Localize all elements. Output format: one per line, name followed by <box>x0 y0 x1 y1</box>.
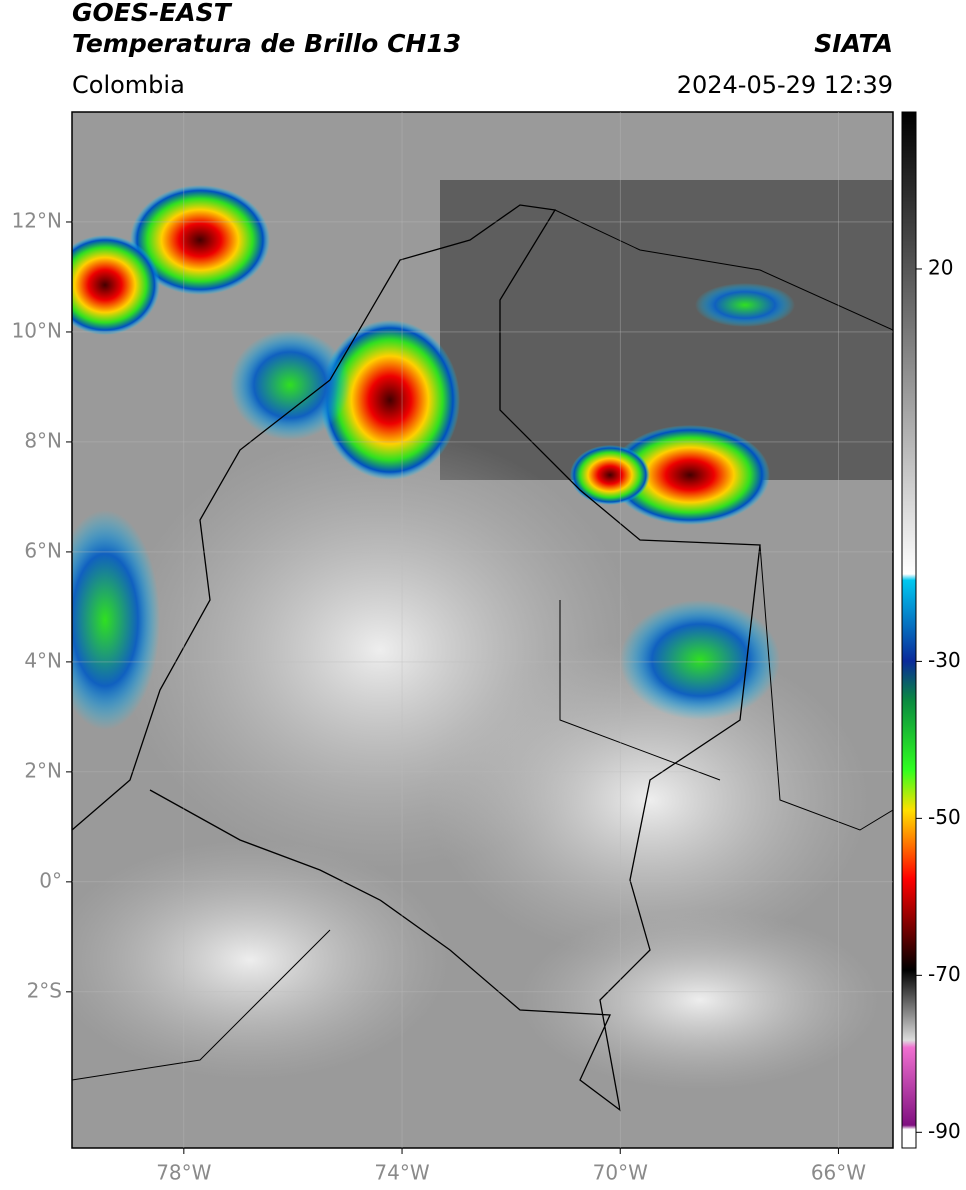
lon-tick-label: 74°W <box>374 1161 429 1185</box>
lon-tick-label: 78°W <box>156 1161 211 1185</box>
lat-tick-label: 6°N <box>24 538 62 562</box>
lat-tick-label: 12°N <box>12 208 62 232</box>
lat-tick-label: 10°N <box>12 318 62 342</box>
colorbar-tick-label: 20 <box>928 255 953 279</box>
lon-tick-label: 70°W <box>593 1161 648 1185</box>
colorbar-tick-label: -50 <box>928 805 961 829</box>
colorbar-tick-label: -90 <box>928 1119 961 1143</box>
region: Colombia <box>72 71 185 99</box>
map-frame <box>71 111 894 1149</box>
map-image <box>72 112 893 1148</box>
lat-tick-label: 2°N <box>24 758 62 782</box>
timestamp: 2024-05-29 12:39 <box>677 71 893 99</box>
lat-tick-label: 4°N <box>24 648 62 672</box>
lon-tick-label: 66°W <box>811 1161 866 1185</box>
lat-tick-label: 0° <box>39 868 62 892</box>
lat-tick-label: 8°N <box>24 428 62 452</box>
subtitle: Temperatura de Brillo CH13 <box>72 29 461 58</box>
source: SIATA <box>814 29 893 58</box>
title: GOES-EAST <box>72 0 233 27</box>
colorbar-tick-label: -70 <box>928 962 961 986</box>
colorbar <box>901 111 917 1149</box>
colorbar-tick-label: -30 <box>928 648 961 672</box>
lat-tick-label: 2°S <box>27 978 62 1002</box>
